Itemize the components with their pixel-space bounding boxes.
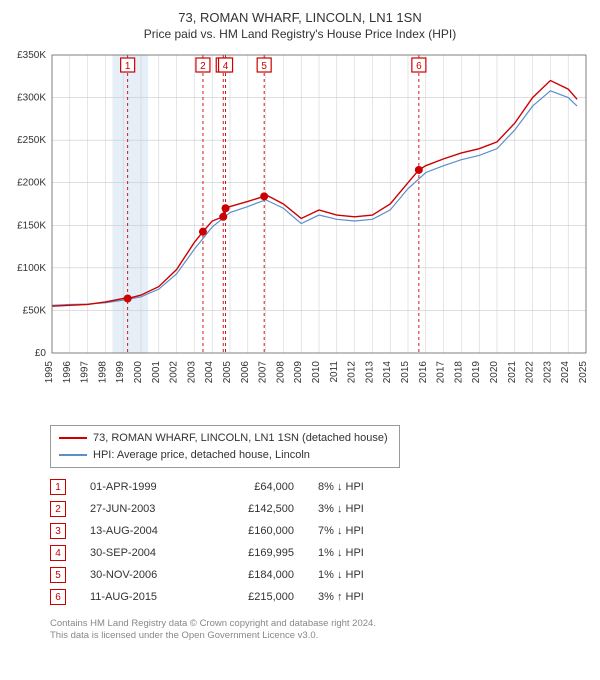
sale-date: 27-JUN-2003 xyxy=(90,503,200,515)
sale-index-box: 1 xyxy=(50,479,66,495)
sale-row: 2 27-JUN-2003 £142,500 3% ↓ HPI xyxy=(50,498,592,520)
sale-price: £169,995 xyxy=(224,547,294,559)
sale-index-box: 4 xyxy=(50,545,66,561)
legend-label: 73, ROMAN WHARF, LINCOLN, LN1 1SN (detac… xyxy=(93,430,388,447)
svg-text:2005: 2005 xyxy=(222,361,233,384)
svg-text:£50K: £50K xyxy=(23,305,47,316)
sale-date: 30-SEP-2004 xyxy=(90,547,200,559)
svg-text:2013: 2013 xyxy=(364,361,375,384)
svg-text:£300K: £300K xyxy=(17,93,46,104)
svg-text:1: 1 xyxy=(125,61,131,72)
svg-text:2016: 2016 xyxy=(418,361,429,384)
svg-text:6: 6 xyxy=(416,61,422,72)
svg-text:2001: 2001 xyxy=(151,361,162,384)
legend-swatch xyxy=(59,437,87,439)
sales-table: 1 01-APR-1999 £64,000 8% ↓ HPI 2 27-JUN-2003 £… xyxy=(50,476,592,608)
svg-text:£350K: £350K xyxy=(17,50,46,61)
legend-item: 73, ROMAN WHARF, LINCOLN, LN1 1SN (detac… xyxy=(59,430,391,447)
legend: 73, ROMAN WHARF, LINCOLN, LN1 1SN (detac… xyxy=(50,425,400,468)
sale-date: 13-AUG-2004 xyxy=(90,525,200,537)
svg-text:2008: 2008 xyxy=(275,361,286,384)
legend-label: HPI: Average price, detached house, Linc… xyxy=(93,447,310,464)
svg-text:2014: 2014 xyxy=(382,361,393,384)
svg-text:£200K: £200K xyxy=(17,178,46,189)
svg-text:2017: 2017 xyxy=(436,361,447,384)
svg-text:£250K: £250K xyxy=(17,135,46,146)
svg-text:2012: 2012 xyxy=(347,361,358,384)
sale-row: 1 01-APR-1999 £64,000 8% ↓ HPI xyxy=(50,476,592,498)
svg-text:2022: 2022 xyxy=(525,361,536,384)
sale-index-box: 2 xyxy=(50,501,66,517)
svg-text:1996: 1996 xyxy=(62,361,73,384)
price-chart: £0 £50K £100K £150K £200K £250K £300K £350K 1995… xyxy=(8,49,592,419)
svg-text:2002: 2002 xyxy=(169,361,180,384)
svg-text:2006: 2006 xyxy=(240,361,251,384)
svg-text:£150K: £150K xyxy=(17,220,46,231)
sale-price: £215,000 xyxy=(224,591,294,603)
svg-text:2009: 2009 xyxy=(293,361,304,384)
sale-index-box: 3 xyxy=(50,523,66,539)
svg-text:1997: 1997 xyxy=(80,361,91,384)
sale-row: 4 30-SEP-2004 £169,995 1% ↓ HPI xyxy=(50,542,592,564)
svg-text:1999: 1999 xyxy=(115,361,126,384)
svg-text:2021: 2021 xyxy=(507,361,518,384)
legend-item: HPI: Average price, detached house, Linc… xyxy=(59,447,391,464)
sale-date: 30-NOV-2006 xyxy=(90,569,200,581)
sale-row: 3 13-AUG-2004 £160,000 7% ↓ HPI xyxy=(50,520,592,542)
footer-line: Contains HM Land Registry data © Crown c… xyxy=(50,618,592,630)
sale-hpi-delta: 1% ↓ HPI xyxy=(318,547,398,559)
svg-text:5: 5 xyxy=(261,61,267,72)
svg-text:2010: 2010 xyxy=(311,361,322,384)
sale-date: 11-AUG-2015 xyxy=(90,591,200,603)
sale-index-box: 5 xyxy=(50,567,66,583)
svg-text:2011: 2011 xyxy=(329,361,340,383)
sale-price: £184,000 xyxy=(224,569,294,581)
svg-text:2020: 2020 xyxy=(489,361,500,384)
sale-hpi-delta: 8% ↓ HPI xyxy=(318,481,398,493)
svg-text:4: 4 xyxy=(223,61,229,72)
sale-row: 5 30-NOV-2006 £184,000 1% ↓ HPI xyxy=(50,564,592,586)
chart-title: 73, ROMAN WHARF, LINCOLN, LN1 1SN xyxy=(8,10,592,25)
sale-price: £142,500 xyxy=(224,503,294,515)
svg-text:2025: 2025 xyxy=(578,361,589,384)
svg-text:2019: 2019 xyxy=(471,361,482,384)
svg-text:1998: 1998 xyxy=(97,361,108,384)
sale-price: £64,000 xyxy=(224,481,294,493)
svg-text:2015: 2015 xyxy=(400,361,411,384)
svg-text:2023: 2023 xyxy=(542,361,553,384)
svg-text:2003: 2003 xyxy=(186,361,197,384)
svg-text:2007: 2007 xyxy=(258,361,269,384)
svg-text:1995: 1995 xyxy=(44,361,55,384)
svg-text:2000: 2000 xyxy=(133,361,144,384)
svg-text:£0: £0 xyxy=(35,348,47,359)
sale-index-box: 6 xyxy=(50,589,66,605)
svg-text:2: 2 xyxy=(200,61,206,72)
footer-line: This data is licensed under the Open Gov… xyxy=(50,630,592,642)
sale-hpi-delta: 7% ↓ HPI xyxy=(318,525,398,537)
footer-attribution: Contains HM Land Registry data © Crown c… xyxy=(50,618,592,643)
svg-text:2024: 2024 xyxy=(560,361,571,384)
sale-hpi-delta: 3% ↑ HPI xyxy=(318,591,398,603)
svg-text:2004: 2004 xyxy=(204,361,215,384)
sale-date: 01-APR-1999 xyxy=(90,481,200,493)
sale-hpi-delta: 1% ↓ HPI xyxy=(318,569,398,581)
chart-subtitle: Price paid vs. HM Land Registry's House … xyxy=(8,27,592,41)
sale-hpi-delta: 3% ↓ HPI xyxy=(318,503,398,515)
chart-svg: £0 £50K £100K £150K £200K £250K £300K £350K 1995… xyxy=(8,49,592,419)
legend-swatch xyxy=(59,454,87,456)
svg-text:2018: 2018 xyxy=(453,361,464,384)
svg-text:£100K: £100K xyxy=(17,263,46,274)
sale-row: 6 11-AUG-2015 £215,000 3% ↑ HPI xyxy=(50,586,592,608)
sale-price: £160,000 xyxy=(224,525,294,537)
